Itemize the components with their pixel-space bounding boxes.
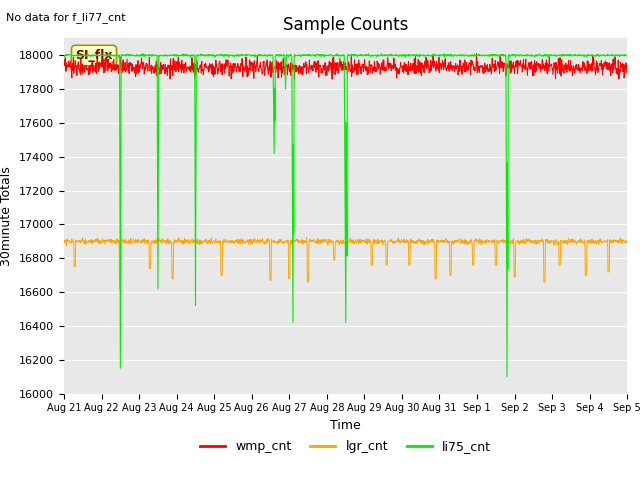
Text: SI_flx: SI_flx — [76, 49, 113, 62]
Title: Sample Counts: Sample Counts — [283, 16, 408, 34]
Y-axis label: 30minute Totals: 30minute Totals — [1, 166, 13, 266]
Text: No data for f_li77_cnt: No data for f_li77_cnt — [6, 12, 126, 23]
X-axis label: Time: Time — [330, 419, 361, 432]
Legend: wmp_cnt, lgr_cnt, li75_cnt: wmp_cnt, lgr_cnt, li75_cnt — [195, 435, 496, 458]
